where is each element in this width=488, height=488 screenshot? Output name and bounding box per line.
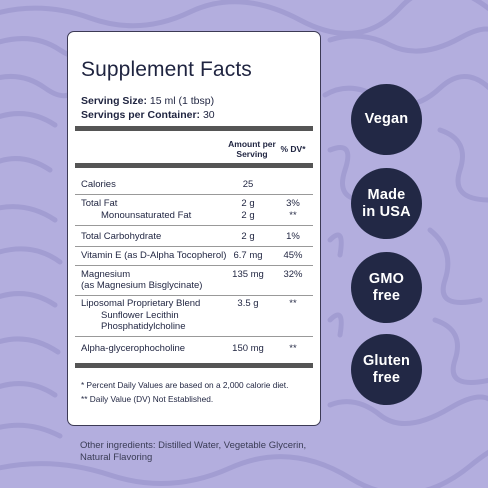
serving-size: Serving Size: 15 ml (1 tbsp) (81, 94, 215, 108)
row-name: Total Carbohydrate (81, 231, 162, 242)
badge-line: GMO (368, 270, 405, 287)
row-name: Liposomal Proprietary Blend (81, 298, 201, 309)
row-name: Total Fat (81, 198, 118, 209)
panel-title: Supplement Facts (81, 58, 252, 81)
row-amount: 150 mg (232, 343, 264, 354)
servings-label: Servings per Container: (81, 109, 201, 121)
servings-per-container: Servings per Container: 30 (81, 108, 215, 122)
serving-info: Serving Size: 15 ml (1 tbsp) Servings pe… (81, 94, 215, 122)
row-amount: 135 mg (232, 269, 264, 280)
serving-size-label: Serving Size: (81, 95, 147, 107)
row-name-detail: Phosphatidylcholine (101, 321, 186, 332)
badge-line: Vegan (364, 111, 409, 127)
badge-gluten-free: Gluten free (351, 334, 422, 405)
serving-size-value: 15 ml (1 tbsp) (149, 95, 215, 107)
row-dv: ** (289, 298, 297, 309)
column-header-dv: % DV* (280, 144, 306, 154)
servings-value: 30 (202, 109, 215, 121)
divider-thin (75, 265, 313, 266)
row-name-detail: (as Magnesium Bisglycinate) (81, 280, 203, 291)
row-name: Calories (81, 179, 116, 190)
footnote-percent-dv: * Percent Daily Values are based on a 2,… (81, 380, 289, 390)
row-amount: 2 g (241, 210, 255, 221)
other-ingredients: Other ingredients: Distilled Water, Vege… (80, 440, 307, 463)
row-name: Monounsaturated Fat (101, 210, 192, 221)
badge-made-in-usa: Made in USA (351, 168, 422, 239)
row-amount: 2 g (241, 231, 255, 242)
row-amount: 3.5 g (237, 298, 259, 309)
divider-thin (75, 336, 313, 337)
badge-text: Vegan (365, 111, 409, 128)
row-dv: 1% (286, 231, 300, 242)
row-dv: 45% (283, 250, 303, 261)
badge-line: free (372, 287, 401, 304)
divider-thick (75, 163, 313, 168)
badge-vegan: Vegan (351, 84, 422, 155)
badge-line: Made (367, 186, 406, 203)
badge-line: in USA (362, 203, 411, 220)
column-header-amount: Amount per Serving (228, 139, 276, 159)
row-name: Sunflower Lecithin (101, 310, 179, 321)
row-dv: ** (289, 210, 297, 221)
divider-thick (75, 126, 313, 131)
badge-text: Made in USA (362, 187, 411, 221)
badge-gmo-free: GMO free (351, 252, 422, 323)
badge-text: GMO free (369, 271, 404, 305)
divider-thin (75, 194, 313, 195)
row-dv: 32% (283, 269, 303, 280)
row-name: Alpha-glycerophocholine (81, 343, 186, 354)
row-dv: 3% (286, 198, 300, 209)
row-amount: 25 (242, 179, 254, 190)
badge-line: free (372, 369, 401, 386)
supplement-facts-panel: Supplement Facts Serving Size: 15 ml (1 … (67, 31, 321, 426)
row-amount: 6.7 mg (233, 250, 263, 261)
divider-thin (75, 246, 313, 247)
badge-text: Gluten free (363, 353, 410, 387)
divider-thin (75, 295, 313, 296)
row-name: Vitamin E (as D-Alpha Tocopherol) (81, 250, 227, 261)
divider-thin (75, 225, 313, 226)
badge-line: Gluten (362, 352, 411, 369)
divider-thick (75, 363, 313, 368)
row-amount: 2 g (241, 198, 255, 209)
row-dv: ** (289, 343, 297, 354)
row-name: Magnesium (81, 269, 131, 280)
footnote-dv-not-established: ** Daily Value (DV) Not Established. (81, 394, 214, 404)
